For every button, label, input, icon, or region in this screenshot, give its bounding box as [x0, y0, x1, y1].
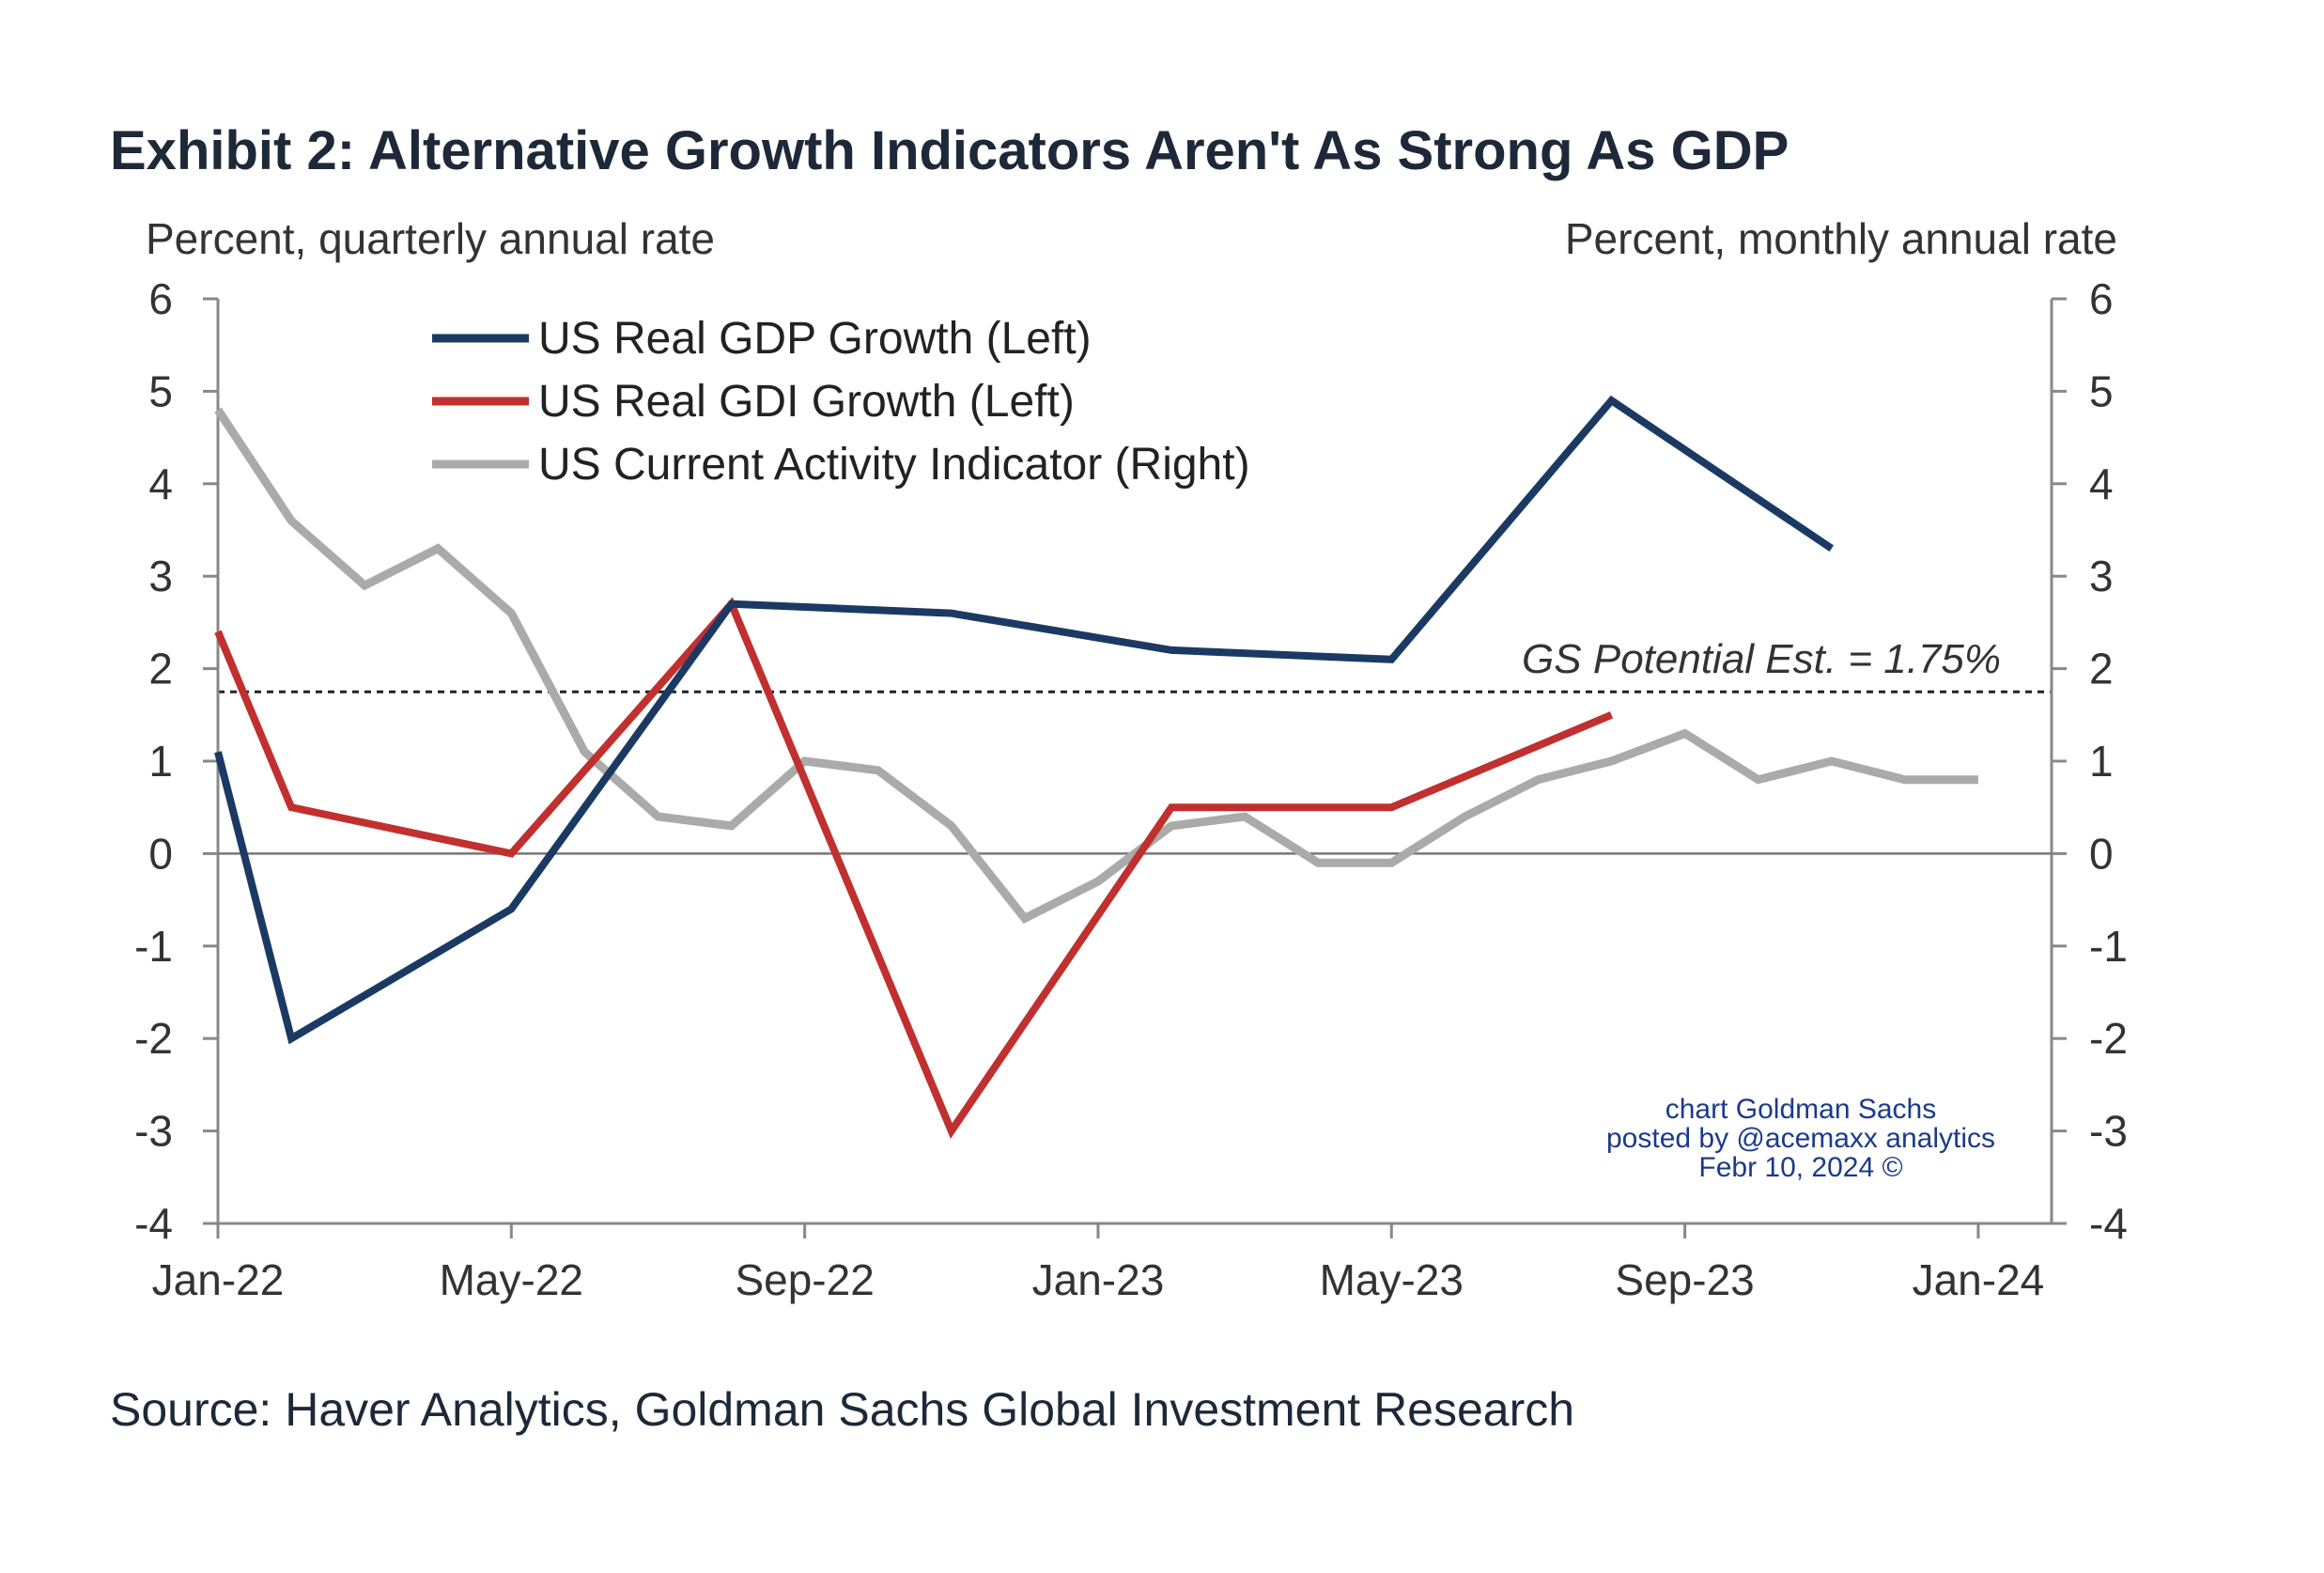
right-axis-title: Percent, monthly annual rate [1565, 214, 2117, 263]
watermark: chart Goldman Sachs posted by @acemaxx a… [1606, 1094, 1995, 1183]
x-tick-label: Sep-23 [1615, 1255, 1754, 1304]
x-tick-label: May-23 [1320, 1255, 1464, 1304]
x-tick-label: May-22 [440, 1255, 583, 1304]
left-y-tick-label: -1 [134, 922, 173, 971]
x-tick-label: Jan-23 [1032, 1255, 1165, 1304]
legend: US Real GDP Growth (Left) US Real GDI Gro… [432, 314, 1250, 490]
chart-title: Exhibit 2: Alternative Growth Indicators… [110, 120, 1789, 181]
legend-label-us-current-activity-indicator-right: US Current Activity Indicator (Right) [538, 440, 1250, 490]
left-y-tick-label: 6 [148, 274, 173, 323]
x-tick-label: Jan-24 [1913, 1255, 2045, 1304]
right-y-tick-label: -4 [2089, 1199, 2128, 1248]
axis-layer: 6 6 5 5 4 4 3 3 2 2 1 1 0 0 -1 -1 -2 -2 -3 -3 -4 -4 Jan-22 May-… [134, 274, 2128, 1304]
reference-layer: GS Potential Est. = 1.75% [218, 636, 2052, 693]
left-y-tick-label: -4 [134, 1199, 173, 1248]
left-y-tick-label: 1 [148, 737, 173, 786]
right-y-tick-label: 2 [2089, 645, 2114, 693]
series-line-us-real-gdp-growth-left [214, 395, 1835, 1045]
x-tick-label: Sep-22 [735, 1255, 874, 1304]
right-y-tick-label: 6 [2089, 274, 2114, 323]
legend-label-us-real-gdp-growth-left: US Real GDP Growth (Left) [538, 314, 1092, 364]
right-y-tick-label: -3 [2089, 1107, 2128, 1156]
watermark-line-3: Febr 10, 2024 © [1698, 1152, 1902, 1183]
source-note: Source: Haver Analytics, Goldman Sachs G… [110, 1383, 1574, 1436]
series-layer [214, 395, 1979, 1139]
left-axis-title: Percent, quarterly annual rate [146, 214, 715, 263]
left-y-tick-label: 3 [148, 552, 173, 600]
left-y-tick-label: -2 [134, 1014, 173, 1063]
right-y-tick-label: 3 [2089, 552, 2114, 600]
x-tick-label: Jan-22 [152, 1255, 285, 1304]
right-y-tick-label: 4 [2089, 459, 2114, 508]
watermark-line-1: chart Goldman Sachs [1666, 1094, 1936, 1125]
right-y-tick-label: -2 [2089, 1014, 2128, 1063]
right-y-tick-label: 5 [2089, 366, 2114, 415]
left-y-tick-label: 0 [148, 829, 173, 878]
legend-label-us-real-gdi-growth-left: US Real GDI Growth (Left) [538, 377, 1075, 427]
series-line-us-real-gdi-growth-left [214, 597, 1614, 1139]
watermark-line-2: posted by @acemaxx analytics [1606, 1123, 1995, 1154]
right-y-tick-label: 0 [2089, 829, 2114, 878]
reference-line-label: GS Potential Est. = 1.75% [1522, 636, 2001, 682]
left-y-tick-label: 2 [148, 645, 173, 693]
left-y-tick-label: 4 [148, 459, 173, 508]
left-y-tick-label: -3 [134, 1107, 173, 1156]
right-y-tick-label: -1 [2089, 922, 2128, 971]
left-y-tick-label: 5 [148, 366, 173, 415]
right-y-tick-label: 1 [2089, 737, 2114, 786]
